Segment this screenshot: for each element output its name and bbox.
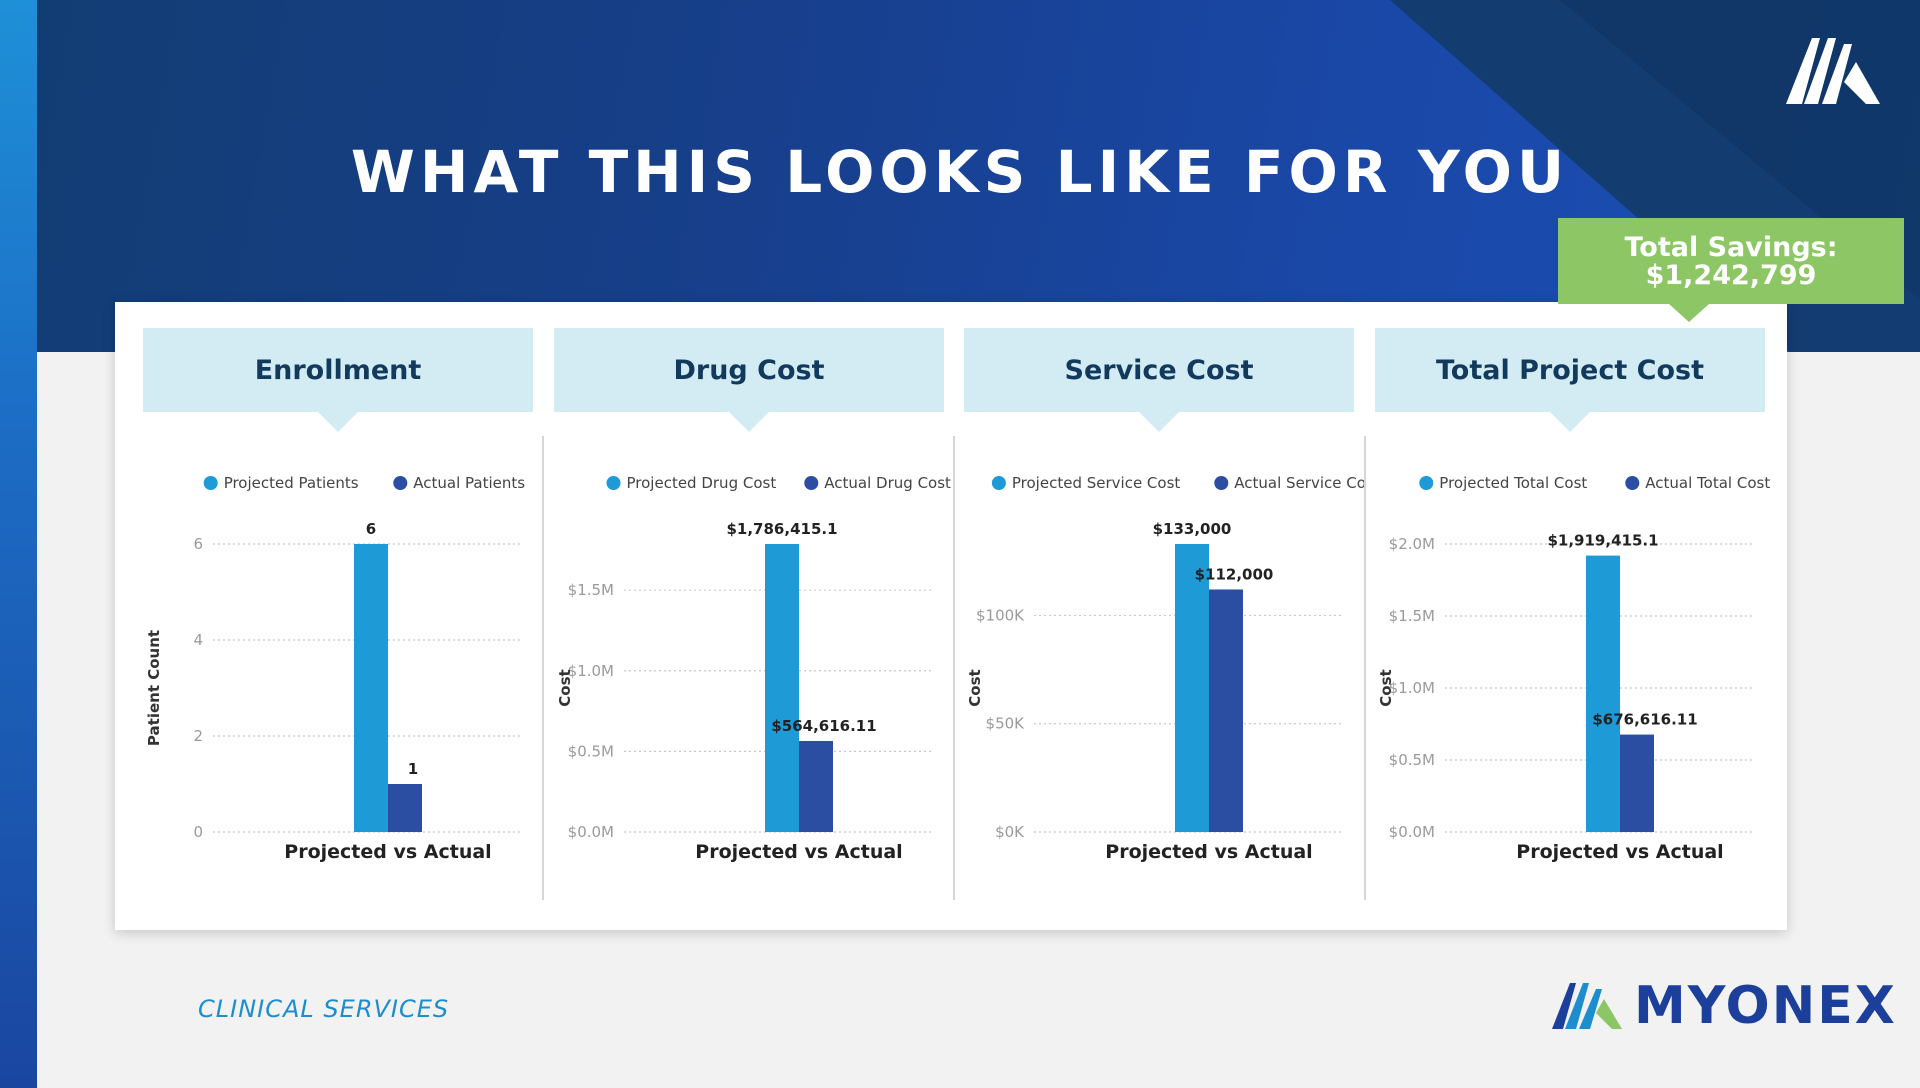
legend-swatch	[991, 476, 1006, 490]
bar	[1175, 544, 1209, 832]
bar	[388, 784, 422, 832]
section-title-pointer	[729, 412, 769, 432]
legend-label: Projected Drug Cost	[627, 474, 777, 492]
legend-swatch	[1214, 476, 1229, 490]
legend-swatch	[203, 476, 218, 490]
legend-swatch	[606, 476, 621, 490]
y-tick-label: $0.5M	[568, 742, 614, 760]
total-project-cost-section: Total Project Cost Projected Total Cost A…	[1375, 328, 1770, 908]
y-tick-label: $2.0M	[1389, 535, 1435, 553]
y-axis-label: Cost	[1377, 669, 1395, 706]
enrollment-section: Enrollment Projected Patients Actual Pati…	[143, 328, 533, 908]
x-axis-label: Projected vs Actual	[1516, 841, 1723, 863]
legend-label: Actual Total Cost	[1645, 474, 1770, 492]
legend-label: Projected Total Cost	[1439, 474, 1587, 492]
legend-swatch	[1625, 476, 1640, 490]
y-tick-label: 6	[193, 535, 203, 553]
data-label: $112,000	[1195, 565, 1274, 583]
drug-cost-chart: Projected Drug Cost Actual Drug Cost $0.0M…	[556, 474, 951, 863]
data-label: $133,000	[1153, 520, 1232, 538]
section-divider	[1364, 436, 1366, 900]
section-title-pointer	[1550, 412, 1590, 432]
y-tick-label: $0K	[995, 823, 1025, 841]
legend-label: Actual Patients	[413, 474, 525, 492]
section-title-pointer	[318, 412, 358, 432]
data-label: 6	[366, 520, 376, 538]
total-savings-label: Total Savings:	[1624, 232, 1838, 263]
data-label: 1	[408, 760, 418, 778]
y-tick-label: $0.5M	[1389, 751, 1435, 769]
y-tick-label: $50K	[986, 715, 1026, 733]
bar	[799, 740, 833, 832]
y-axis-label: Patient Count	[145, 630, 163, 746]
y-tick-label: $1.0M	[568, 662, 614, 680]
y-tick-label: 2	[193, 727, 203, 745]
y-tick-label: 4	[193, 631, 203, 649]
section-title: Total Project Cost	[1375, 328, 1765, 412]
data-label: $1,786,415.1	[726, 520, 837, 538]
x-axis-label: Projected vs Actual	[695, 841, 902, 863]
legend-label: Actual Service Cost	[1234, 474, 1364, 492]
y-tick-label: $1.5M	[568, 581, 614, 599]
total-project-cost-chart: Projected Total Cost Actual Total Cost $0.…	[1377, 474, 1770, 863]
section-divider	[953, 436, 955, 900]
y-tick-label: $0.0M	[568, 823, 614, 841]
y-axis-label: Cost	[966, 669, 984, 706]
y-tick-label: $100K	[976, 606, 1025, 624]
section-title-pointer	[1139, 412, 1179, 432]
myonex-logo-icon	[1786, 38, 1880, 104]
bar	[1209, 589, 1243, 832]
y-tick-label: 0	[193, 823, 203, 841]
brand-name: MYONEX	[1634, 976, 1897, 1036]
total-savings-callout: Total Savings: $1,242,799	[1558, 218, 1904, 304]
y-tick-label: $1.0M	[1389, 679, 1435, 697]
myonex-mark-icon	[1552, 983, 1622, 1029]
page-title: WHAT THIS LOOKS LIKE FOR YOU	[350, 138, 1570, 206]
section-title: Enrollment	[143, 328, 533, 412]
y-axis-label: Cost	[556, 669, 574, 706]
savings-callout-pointer	[1669, 304, 1709, 322]
enrollment-chart: Projected Patients Actual Patients 0 2 4 6 Pat…	[145, 474, 525, 863]
drug-cost-section: Drug Cost Projected Drug Cost Actual Drug…	[554, 328, 951, 908]
service-cost-chart: Projected Service Cost Actual Service Cos…	[966, 474, 1364, 863]
y-tick-label: $1.5M	[1389, 607, 1435, 625]
bar	[354, 544, 388, 832]
data-label: $1,919,415.1	[1547, 532, 1658, 550]
section-divider	[542, 436, 544, 900]
x-axis-label: Projected vs Actual	[1105, 841, 1312, 863]
y-tick-label: $0.0M	[1389, 823, 1435, 841]
total-savings-value: $1,242,799	[1645, 260, 1817, 291]
section-title: Service Cost	[964, 328, 1354, 412]
legend-swatch	[804, 476, 819, 490]
legend-swatch	[1419, 476, 1434, 490]
left-accent-stripe	[0, 0, 37, 1088]
footer-clinical-services: CLINICAL SERVICES	[198, 995, 450, 1023]
bar	[765, 544, 799, 832]
data-label: $676,616.11	[1592, 711, 1697, 729]
legend-swatch	[393, 476, 408, 490]
legend-label: Actual Drug Cost	[824, 474, 951, 492]
legend-label: Projected Patients	[224, 474, 359, 492]
brand-logo: MYONEX	[1552, 976, 1897, 1036]
x-axis-label: Projected vs Actual	[284, 841, 491, 863]
service-cost-section: Service Cost Projected Service Cost Actua…	[964, 328, 1364, 908]
section-title: Drug Cost	[554, 328, 944, 412]
bar	[1586, 555, 1620, 832]
bar	[1620, 734, 1654, 832]
data-label: $564,616.11	[771, 717, 876, 735]
legend-label: Projected Service Cost	[1012, 474, 1181, 492]
